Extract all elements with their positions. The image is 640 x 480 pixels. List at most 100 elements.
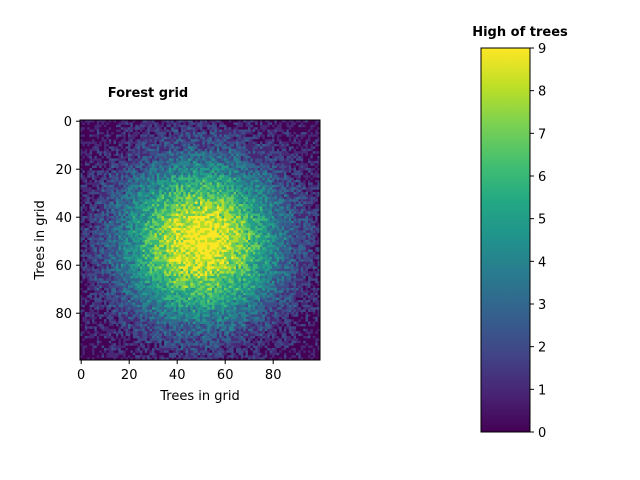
heatmap-cell [274,201,278,205]
heatmap-cell [113,129,117,133]
heatmap-cell [101,153,105,157]
heatmap-cell [84,141,88,145]
heatmap-cell [216,148,220,152]
heatmap-cell [161,158,165,162]
heatmap-cell [308,182,311,186]
heatmap-cell [245,194,249,198]
heatmap-cell [118,225,122,229]
heatmap-cell [312,151,316,154]
heatmap-cell [101,211,105,214]
heatmap-cell [123,230,126,234]
heatmap-cell [267,151,270,154]
heatmap-cell [116,192,119,195]
heatmap-cell [296,182,299,186]
heatmap-cell [221,168,225,171]
heatmap-cell [317,156,321,159]
heatmap-cell [154,206,158,210]
heatmap-cell [118,146,122,150]
heatmap-cell [315,194,318,198]
heatmap-cell [137,223,141,226]
heatmap-cell [104,208,107,212]
heatmap-cell [317,168,321,171]
heatmap-cell [236,228,239,231]
heatmap-cell [144,148,148,152]
heatmap-cell [171,175,174,178]
heatmap-cell [276,194,280,198]
heatmap-cell [207,156,210,159]
heatmap-cell [293,177,297,181]
heatmap-cell [183,129,186,133]
heatmap-cell [125,232,129,236]
heatmap-cell [154,208,158,212]
heatmap-cell [99,127,102,130]
heatmap-cell [149,213,153,217]
heatmap-cell [262,223,266,226]
heatmap-cell [202,194,206,198]
heatmap-cell [255,189,258,193]
heatmap-cell [190,192,194,195]
heatmap-cell [113,182,117,186]
heatmap-cell [262,211,266,214]
heatmap-cell [204,225,208,229]
heatmap-cell [104,182,107,186]
heatmap-cell [245,235,249,238]
heatmap-cell [190,156,194,159]
heatmap-cell [255,208,258,212]
heatmap-cell [204,206,208,210]
heatmap-cell [82,165,86,169]
heatmap-cell [221,165,225,169]
heatmap-cell [298,156,302,159]
heatmap-cell [274,220,278,224]
heatmap-cell [118,144,122,147]
heatmap-cell [216,146,220,150]
heatmap-cell [310,134,314,138]
heatmap-cell [197,232,201,236]
heatmap-cell [152,192,155,195]
heatmap-cell [212,220,215,224]
heatmap-cell [293,139,297,142]
heatmap-cell [106,160,110,164]
heatmap-cell [236,136,239,140]
heatmap-cell [308,170,311,174]
heatmap-cell [255,156,258,159]
heatmap-cell [176,230,179,234]
heatmap-cell [317,206,321,210]
heatmap-cell [214,228,218,231]
heatmap-cell [233,187,237,190]
heatmap-cell [243,129,246,133]
heatmap-cell [315,124,318,128]
heatmap-cell [116,141,119,145]
heatmap-cell [231,144,234,147]
heatmap-cell [255,199,258,202]
heatmap-cell [250,225,254,229]
heatmap-cell [123,196,126,200]
heatmap-cell [125,124,129,128]
heatmap-cell [164,156,167,159]
heatmap-cell [128,228,131,231]
heatmap-cell [104,237,107,241]
heatmap-cell [224,235,227,238]
heatmap-cell [120,187,124,190]
heatmap-cell [149,218,153,222]
heatmap-cell [176,165,179,169]
heatmap-cell [260,196,263,200]
heatmap-cell [236,208,239,212]
heatmap-cell [82,184,86,188]
heatmap-cell [255,177,258,181]
heatmap-cell [288,213,292,217]
heatmap-cell [183,172,186,176]
heatmap-cell [92,165,95,169]
heatmap-cell [183,144,186,147]
heatmap-cell [190,175,194,178]
heatmap-cell [135,192,138,195]
heatmap-cell [303,146,306,150]
heatmap-cell [94,153,98,157]
heatmap-cell [87,220,90,224]
heatmap-cell [180,120,184,123]
heatmap-cell [161,211,165,214]
heatmap-cell [185,124,189,128]
heatmap-cell [190,158,194,162]
heatmap-cell [132,172,136,176]
heatmap-cell [125,180,129,183]
heatmap-cell [99,124,102,128]
